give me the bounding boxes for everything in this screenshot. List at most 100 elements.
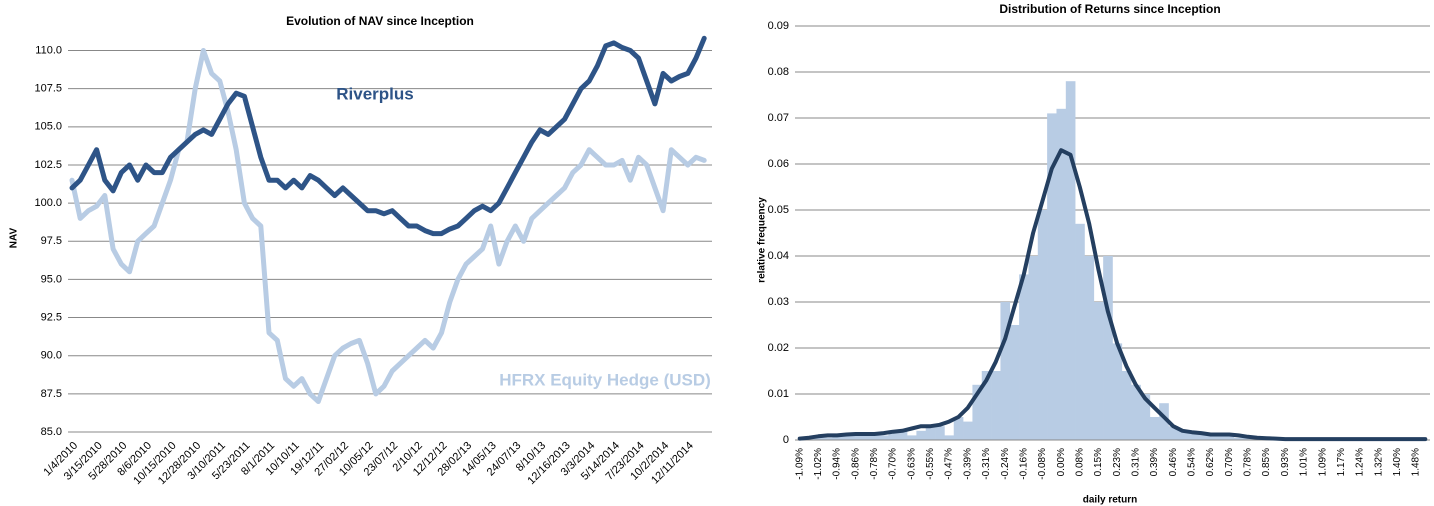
bar — [1056, 108, 1067, 441]
y-tick-label: 102.5 — [34, 159, 62, 171]
bar — [1159, 403, 1169, 440]
bar — [935, 426, 945, 440]
y-tick-label: 97.5 — [41, 235, 62, 247]
y-tick-label: 90.0 — [41, 350, 62, 362]
y-tick-label: 0.07 — [768, 112, 789, 124]
bar — [1243, 437, 1253, 440]
bar — [972, 384, 983, 440]
y-axis-title: NAV — [9, 227, 20, 248]
y-tick-label: 0 — [783, 434, 789, 446]
y-tick-label: 105.0 — [34, 121, 62, 133]
y-tick-label: 92.5 — [41, 311, 62, 323]
x-tick-label: 0.85% — [1261, 448, 1272, 476]
chart-title: Distribution of Returns since Inception — [999, 2, 1220, 16]
bar — [1009, 325, 1020, 440]
bar — [1168, 426, 1179, 440]
x-axis-title: daily return — [1083, 495, 1137, 506]
y-tick-label: 0.06 — [768, 158, 789, 170]
bar — [1131, 384, 1141, 440]
x-tick-label: 0.62% — [1205, 448, 1216, 476]
series-label: HFRX Equity Hedge (USD) — [499, 370, 711, 389]
x-tick-label: -1.09% — [794, 448, 805, 480]
series-line — [69, 35, 707, 237]
bar — [1065, 81, 1076, 440]
bar — [1037, 210, 1048, 440]
x-tick-label: -0.63% — [906, 448, 917, 480]
x-tick-label: 0.15% — [1093, 448, 1104, 476]
bar — [1000, 302, 1011, 440]
x-tick-label: 0.70% — [1224, 448, 1235, 476]
x-tick-label: 1.32% — [1373, 448, 1384, 476]
bar — [1205, 435, 1216, 440]
bar — [841, 435, 852, 440]
bar — [823, 437, 833, 440]
bar — [1112, 343, 1123, 440]
x-tick-label: -0.16% — [1018, 448, 1029, 480]
y-tick-label: 0.05 — [768, 204, 789, 216]
x-tick-label: -0.31% — [981, 448, 992, 480]
y-tick-label: 107.5 — [34, 83, 62, 95]
x-tick-label: 1.09% — [1317, 448, 1328, 476]
x-tick-label: 0.54% — [1187, 448, 1198, 476]
y-tick-label: 87.5 — [41, 388, 62, 400]
bar — [944, 435, 955, 440]
x-tick-label: 1.40% — [1392, 448, 1403, 476]
bar — [869, 434, 880, 440]
bar — [925, 426, 936, 440]
x-tick-label: 1.17% — [1336, 448, 1347, 476]
y-tick-label: 110.0 — [35, 44, 62, 56]
y-tick-label: 0.02 — [768, 342, 789, 354]
x-tick-label: 0.93% — [1280, 448, 1291, 476]
bar — [1028, 256, 1039, 440]
x-tick-label: -0.70% — [888, 448, 899, 480]
x-tick-label: -0.47% — [944, 448, 955, 480]
x-tick-label: -1.02% — [813, 448, 824, 480]
x-tick-label: 0.39% — [1149, 448, 1160, 476]
bar — [1075, 223, 1085, 440]
bar — [1177, 430, 1188, 440]
bar — [1140, 394, 1151, 440]
bar — [916, 430, 927, 440]
bar — [963, 421, 973, 440]
bar — [832, 435, 842, 440]
bar — [851, 435, 861, 440]
y-tick-label: 85.0 — [41, 426, 62, 438]
x-tick-label: 1.48% — [1411, 448, 1422, 476]
x-tick-label: 1.01% — [1299, 448, 1310, 476]
x-tick-label: 0.23% — [1112, 448, 1123, 476]
x-tick-label: -0.08% — [1037, 448, 1048, 480]
bar — [981, 371, 992, 440]
x-tick-label: -0.86% — [850, 448, 861, 480]
y-tick-label: 0.01 — [768, 388, 789, 400]
x-tick-label: -0.55% — [925, 448, 936, 480]
x-tick-label: -0.94% — [832, 448, 843, 480]
bar — [907, 435, 917, 440]
x-tick-label: -0.78% — [869, 448, 880, 480]
series-line — [797, 148, 1428, 442]
y-tick-label: 0.03 — [768, 296, 789, 308]
bar — [1047, 113, 1057, 441]
bar — [1233, 437, 1244, 440]
y-tick-label: 0.09 — [768, 20, 789, 32]
x-tick-label: 0.31% — [1130, 448, 1141, 476]
bar — [888, 430, 899, 440]
bar — [1187, 430, 1197, 440]
x-tick-label: -0.24% — [1000, 448, 1011, 480]
bar — [991, 371, 1001, 440]
x-tick-label: 1.24% — [1355, 448, 1366, 476]
x-tick-label: 0.78% — [1243, 448, 1254, 476]
bar — [1103, 256, 1113, 440]
bar — [1093, 302, 1104, 440]
y-tick-label: 0.08 — [768, 66, 789, 78]
bar — [953, 417, 964, 440]
bar — [1019, 274, 1029, 440]
y-tick-label: 100.0 — [34, 197, 62, 209]
bar — [1149, 417, 1160, 440]
y-tick-label: 0.04 — [768, 250, 789, 262]
bar — [860, 435, 871, 440]
bar — [1121, 371, 1132, 440]
bar — [1084, 256, 1095, 440]
bar — [1224, 435, 1235, 440]
x-tick-label: -0.39% — [962, 448, 973, 480]
